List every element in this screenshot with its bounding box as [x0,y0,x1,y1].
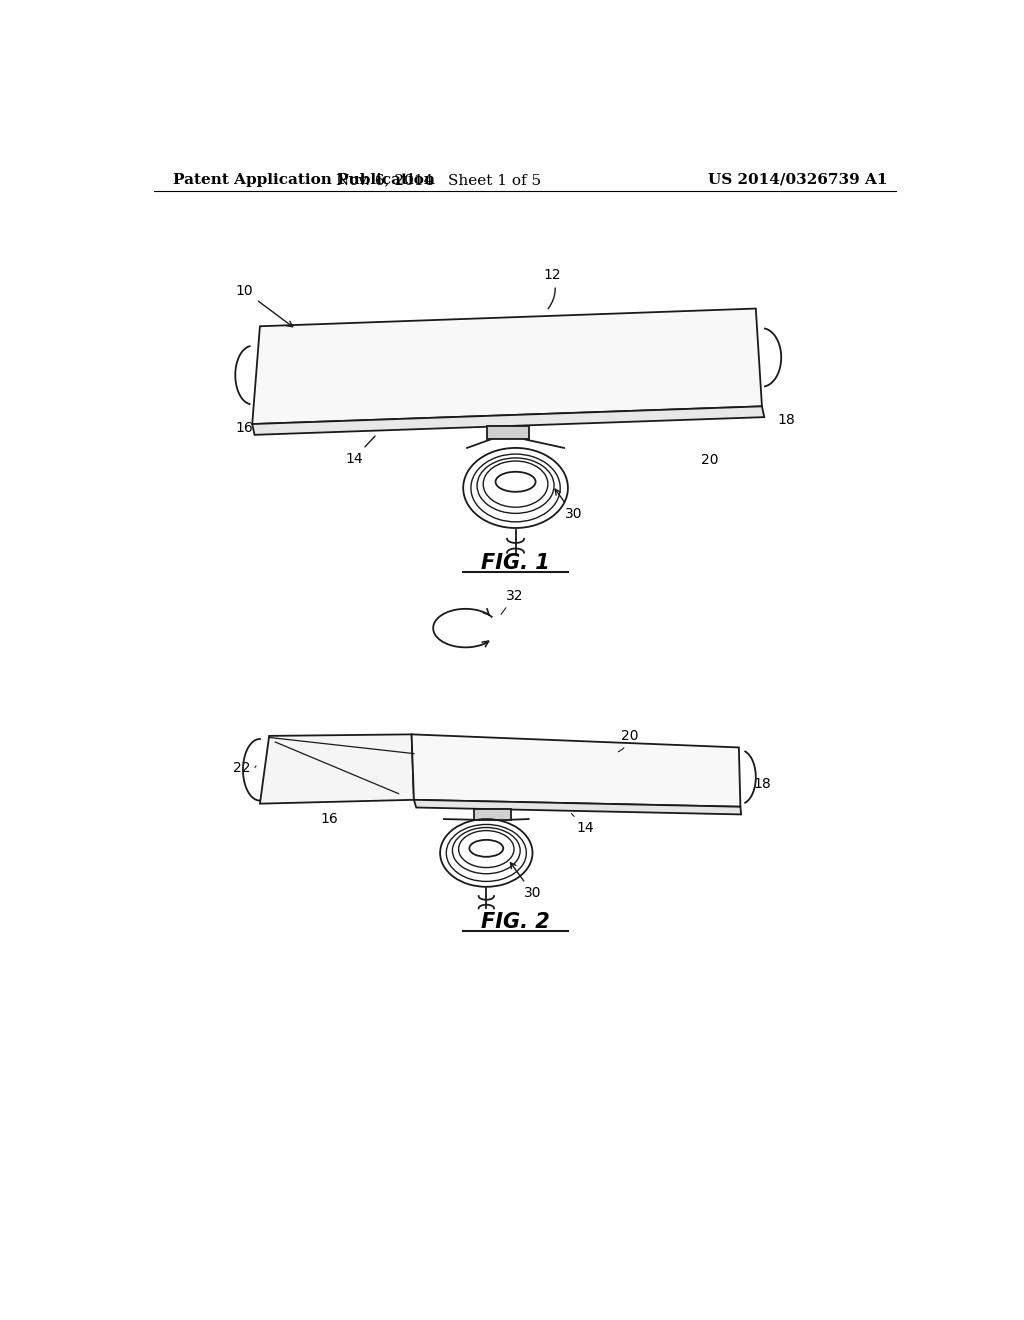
Polygon shape [252,407,764,434]
Ellipse shape [469,840,503,857]
Ellipse shape [496,471,536,492]
Text: 22: 22 [233,762,251,775]
Text: 20: 20 [618,729,638,752]
Text: 30: 30 [510,862,542,900]
Polygon shape [260,734,414,804]
Text: 18: 18 [777,413,796,428]
Polygon shape [486,425,529,440]
Polygon shape [414,800,741,814]
Polygon shape [252,309,762,424]
Polygon shape [412,734,740,807]
Polygon shape [474,809,511,820]
Text: Nov. 6, 2014   Sheet 1 of 5: Nov. 6, 2014 Sheet 1 of 5 [336,173,541,187]
Text: 20: 20 [700,453,719,467]
Text: 16: 16 [321,812,338,826]
Text: FIG. 2: FIG. 2 [481,912,550,932]
Text: 32: 32 [501,589,523,614]
Text: 14: 14 [345,436,375,466]
Text: 10: 10 [236,284,293,327]
Text: 14: 14 [571,813,594,836]
Text: Patent Application Publication: Patent Application Publication [173,173,435,187]
Text: 30: 30 [555,490,582,521]
Text: 16: 16 [236,421,253,434]
Text: 18: 18 [753,776,771,791]
Text: FIG. 1: FIG. 1 [481,553,550,573]
Text: US 2014/0326739 A1: US 2014/0326739 A1 [708,173,888,187]
Text: 12: 12 [544,268,561,309]
